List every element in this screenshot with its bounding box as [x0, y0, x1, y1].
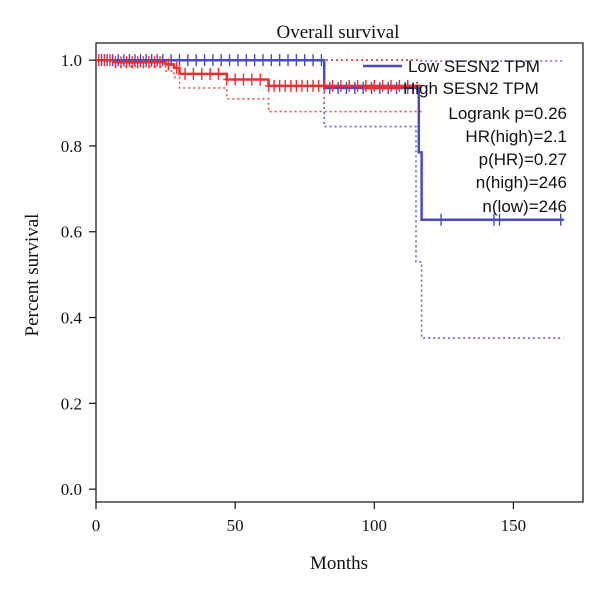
ci-lower-low [96, 59, 564, 339]
y-tick-label: 0.0 [61, 480, 82, 499]
x-tick-label: 150 [501, 516, 527, 535]
censor-mark-high [362, 79, 370, 92]
censor-mark-low [242, 54, 250, 67]
censor-mark-low [217, 54, 225, 67]
censor-mark-low [192, 54, 200, 67]
censor-mark-high [164, 58, 172, 71]
censor-mark-low [201, 54, 209, 67]
y-ticks: 0.0 0.2 0.4 0.6 0.8 1.0 [61, 51, 96, 499]
censor-mark-high [370, 79, 378, 92]
censor-mark-low [284, 54, 292, 67]
censor-mark-low [175, 54, 183, 67]
censor-mark-low [251, 54, 259, 67]
censor-mark-high [387, 79, 395, 92]
x-tick-label: 50 [227, 516, 244, 535]
legend-label-high: High SESN2 TPM [403, 79, 539, 98]
censor-mark-high [256, 73, 264, 86]
stat-n-high: n(high)=246 [476, 173, 567, 192]
censor-mark-high [189, 67, 197, 80]
legend: Low SESN2 TPM High SESN2 TPM [363, 57, 540, 98]
y-tick-label: 0.2 [61, 394, 82, 413]
censor-mark-low [276, 54, 284, 67]
y-tick-label: 0.4 [61, 309, 83, 328]
censor-mark-high [181, 67, 189, 80]
censor-mark-high [198, 67, 206, 80]
censor-mark-low [234, 54, 242, 67]
stat-n-low: n(low)=246 [482, 197, 567, 216]
censor-mark-high [173, 61, 181, 74]
plot-area-frame [95, 42, 584, 503]
x-tick-label: 0 [92, 516, 101, 535]
censor-mark-high [214, 67, 222, 80]
censor-mark-low [309, 54, 317, 67]
censor-mark-low [267, 54, 275, 67]
censor-mark-high [379, 79, 387, 92]
stats-annotations: Logrank p=0.26 HR(high)=2.1 p(HR)=0.27 n… [448, 104, 567, 216]
censor-mark-high [337, 79, 345, 92]
survival-curve-high [96, 58, 422, 88]
censor-mark-low [317, 54, 325, 67]
censor-mark-high [206, 67, 214, 80]
censor-mark-high [239, 73, 247, 86]
y-tick-label: 1.0 [61, 51, 82, 70]
censor-mark-high [156, 56, 164, 69]
censor-mark-low [301, 54, 309, 67]
y-tick-label: 0.6 [61, 223, 82, 242]
censor-mark-high [320, 79, 328, 92]
censor-mark-low [209, 54, 217, 67]
stat-p-hr: p(HR)=0.27 [479, 150, 567, 169]
y-axis-label: Percent survival [22, 214, 43, 337]
censor-mark-low [292, 54, 300, 67]
censor-mark-high [329, 79, 337, 92]
stat-hr: HR(high)=2.1 [465, 127, 567, 146]
censor-mark-high [106, 54, 114, 67]
censor-mark-low [496, 213, 504, 226]
censor-mark-low [437, 213, 445, 226]
x-axis-label: Months [310, 553, 368, 574]
censor-mark-low [226, 54, 234, 67]
censor-mark-high [345, 79, 353, 92]
censor-mark-low [259, 54, 267, 67]
x-tick-label: 100 [362, 516, 388, 535]
y-tick-label: 0.8 [61, 137, 82, 156]
censor-mark-low [557, 213, 565, 226]
censor-mark-high [404, 79, 412, 92]
censor-mark-high [248, 73, 256, 86]
censor-mark-high [395, 79, 403, 92]
censor-mark-high [354, 79, 362, 92]
chart-title: Overall survival [277, 22, 400, 43]
stat-logrank: Logrank p=0.26 [448, 104, 567, 123]
censor-mark-high [223, 73, 231, 86]
censor-mark-high [231, 73, 239, 86]
censor-marks [95, 54, 565, 226]
censor-mark-low [184, 54, 192, 67]
survival-curve-low [96, 58, 564, 221]
x-ticks: 0 50 100 150 [92, 502, 526, 535]
legend-label-low: Low SESN2 TPM [408, 57, 540, 76]
